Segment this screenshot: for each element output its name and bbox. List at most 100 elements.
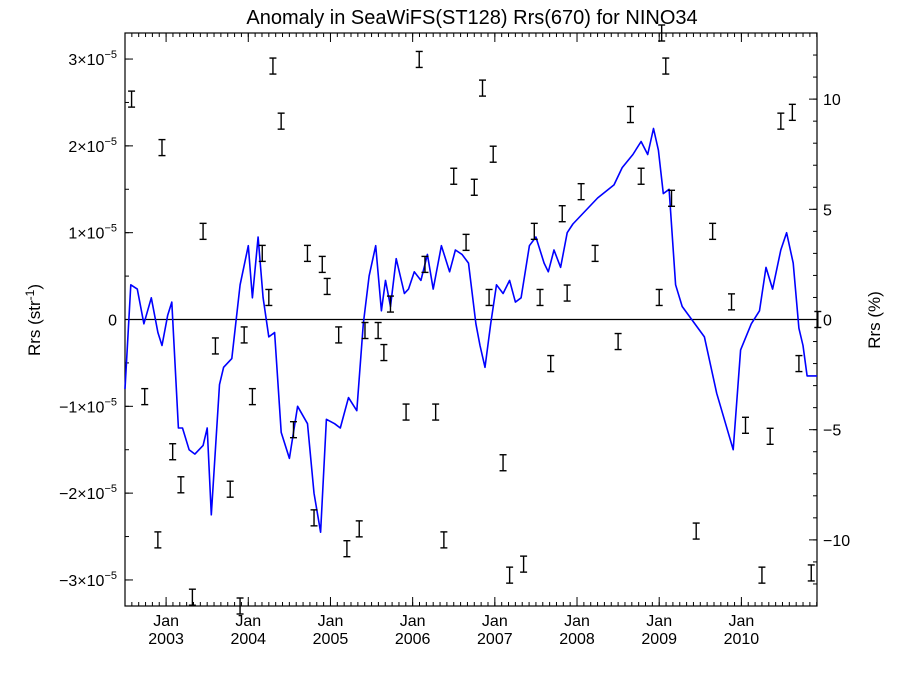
error-bar — [668, 189, 676, 207]
right-tick-label: 0 — [823, 313, 832, 330]
error-bar — [402, 403, 410, 421]
left-axis-label: Rrs (str-1) — [23, 284, 44, 356]
error-bar — [520, 555, 528, 573]
error-bar — [662, 57, 670, 75]
error-bar — [289, 420, 297, 439]
x-tick-month: Jan — [400, 613, 426, 630]
error-bar — [199, 222, 207, 241]
error-bar — [158, 138, 166, 157]
error-bar — [530, 222, 538, 241]
left-tick-label: −3×10−5 — [59, 570, 117, 590]
right-tick-label: 10 — [823, 92, 841, 109]
left-tick-label: −1×10−5 — [59, 396, 117, 416]
error-bar — [303, 244, 311, 263]
error-bar — [741, 416, 749, 434]
error-bar — [462, 233, 470, 252]
error-bar — [265, 288, 273, 307]
error-bar — [795, 354, 803, 373]
error-bar — [758, 566, 766, 584]
error-bar — [547, 354, 555, 373]
error-bar — [655, 288, 663, 307]
x-tick-month: Jan — [235, 613, 261, 630]
error-bar — [318, 255, 326, 274]
error-bar — [269, 57, 277, 75]
error-bar — [432, 403, 440, 421]
x-tick-month: Jan — [153, 613, 179, 630]
error-bar — [310, 509, 318, 527]
error-bar — [236, 597, 244, 615]
right-tick-label: 5 — [823, 202, 832, 219]
error-bar — [777, 112, 785, 130]
error-bar — [499, 454, 507, 472]
error-bar — [637, 167, 645, 185]
error-bar — [577, 182, 585, 201]
chart-title: Anomaly in SeaWiFS(ST128) Rrs(670) for N… — [246, 7, 697, 29]
error-bar — [485, 288, 493, 307]
error-bar — [709, 222, 717, 241]
error-bar — [248, 387, 256, 406]
error-bar — [386, 295, 394, 313]
data-layer — [124, 24, 822, 615]
x-tick-month: Jan — [564, 613, 590, 630]
error-bar — [380, 343, 388, 362]
error-bar — [489, 145, 497, 163]
error-bar — [335, 326, 343, 344]
error-bar — [323, 277, 331, 296]
error-bar — [421, 255, 429, 274]
error-bar — [374, 321, 382, 340]
error-bar — [141, 387, 149, 406]
anomaly-line — [124, 127, 817, 534]
error-bar — [814, 310, 822, 329]
error-bar — [277, 112, 285, 130]
error-bar — [470, 178, 478, 196]
error-bar — [188, 588, 196, 606]
error-bar — [506, 566, 514, 584]
error-bar — [766, 427, 774, 446]
error-bar — [692, 522, 700, 540]
error-bar — [154, 531, 162, 549]
error-bar — [177, 476, 185, 494]
error-bar — [361, 321, 369, 340]
left-tick-label: 1×10−5 — [68, 223, 117, 243]
error-bar — [240, 326, 248, 344]
x-tick-year: 2007 — [477, 631, 513, 648]
left-tick-label: 2×10−5 — [68, 136, 117, 156]
error-bar — [626, 105, 634, 124]
right-axis-label: Rrs (%) — [865, 291, 884, 349]
left-tick-label: 0 — [108, 313, 117, 330]
right-tick-label: −10 — [823, 533, 850, 550]
right-tick-label: −5 — [823, 423, 841, 440]
x-tick-year: 2004 — [230, 631, 266, 648]
error-bar — [788, 103, 796, 122]
error-bar — [226, 480, 234, 498]
error-bar — [563, 284, 571, 302]
x-tick-year: 2008 — [559, 631, 595, 648]
x-tick-year: 2010 — [724, 631, 760, 648]
error-bar — [415, 50, 423, 69]
error-bar — [440, 531, 448, 549]
error-bar — [536, 288, 544, 307]
x-tick-year: 2009 — [641, 631, 677, 648]
error-bar — [479, 79, 487, 97]
x-tick-year: 2005 — [313, 631, 349, 648]
x-tick-year: 2003 — [148, 631, 184, 648]
left-tick-label: 3×10−5 — [68, 49, 117, 69]
x-tick-month: Jan — [646, 613, 672, 630]
error-bar — [614, 332, 622, 351]
error-bar — [728, 293, 736, 311]
error-bar — [658, 24, 666, 42]
error-bar — [128, 90, 136, 108]
axes-layer: 3×10−5 2×10−5 1×10−5 0 −1×10−5 −2×10−5 −3×10−5… — [59, 32, 850, 648]
error-bar — [807, 564, 815, 582]
error-bar — [169, 443, 177, 461]
x-tick-month: Jan — [728, 613, 754, 630]
x-tick-month: Jan — [482, 613, 508, 630]
error-bar — [591, 244, 599, 263]
error-bar — [450, 167, 458, 185]
error-bar — [558, 205, 566, 223]
x-tick-month: Jan — [318, 613, 344, 630]
error-bar — [258, 244, 266, 263]
left-tick-label: −2×10−5 — [59, 483, 117, 503]
x-tick-year: 2006 — [395, 631, 431, 648]
